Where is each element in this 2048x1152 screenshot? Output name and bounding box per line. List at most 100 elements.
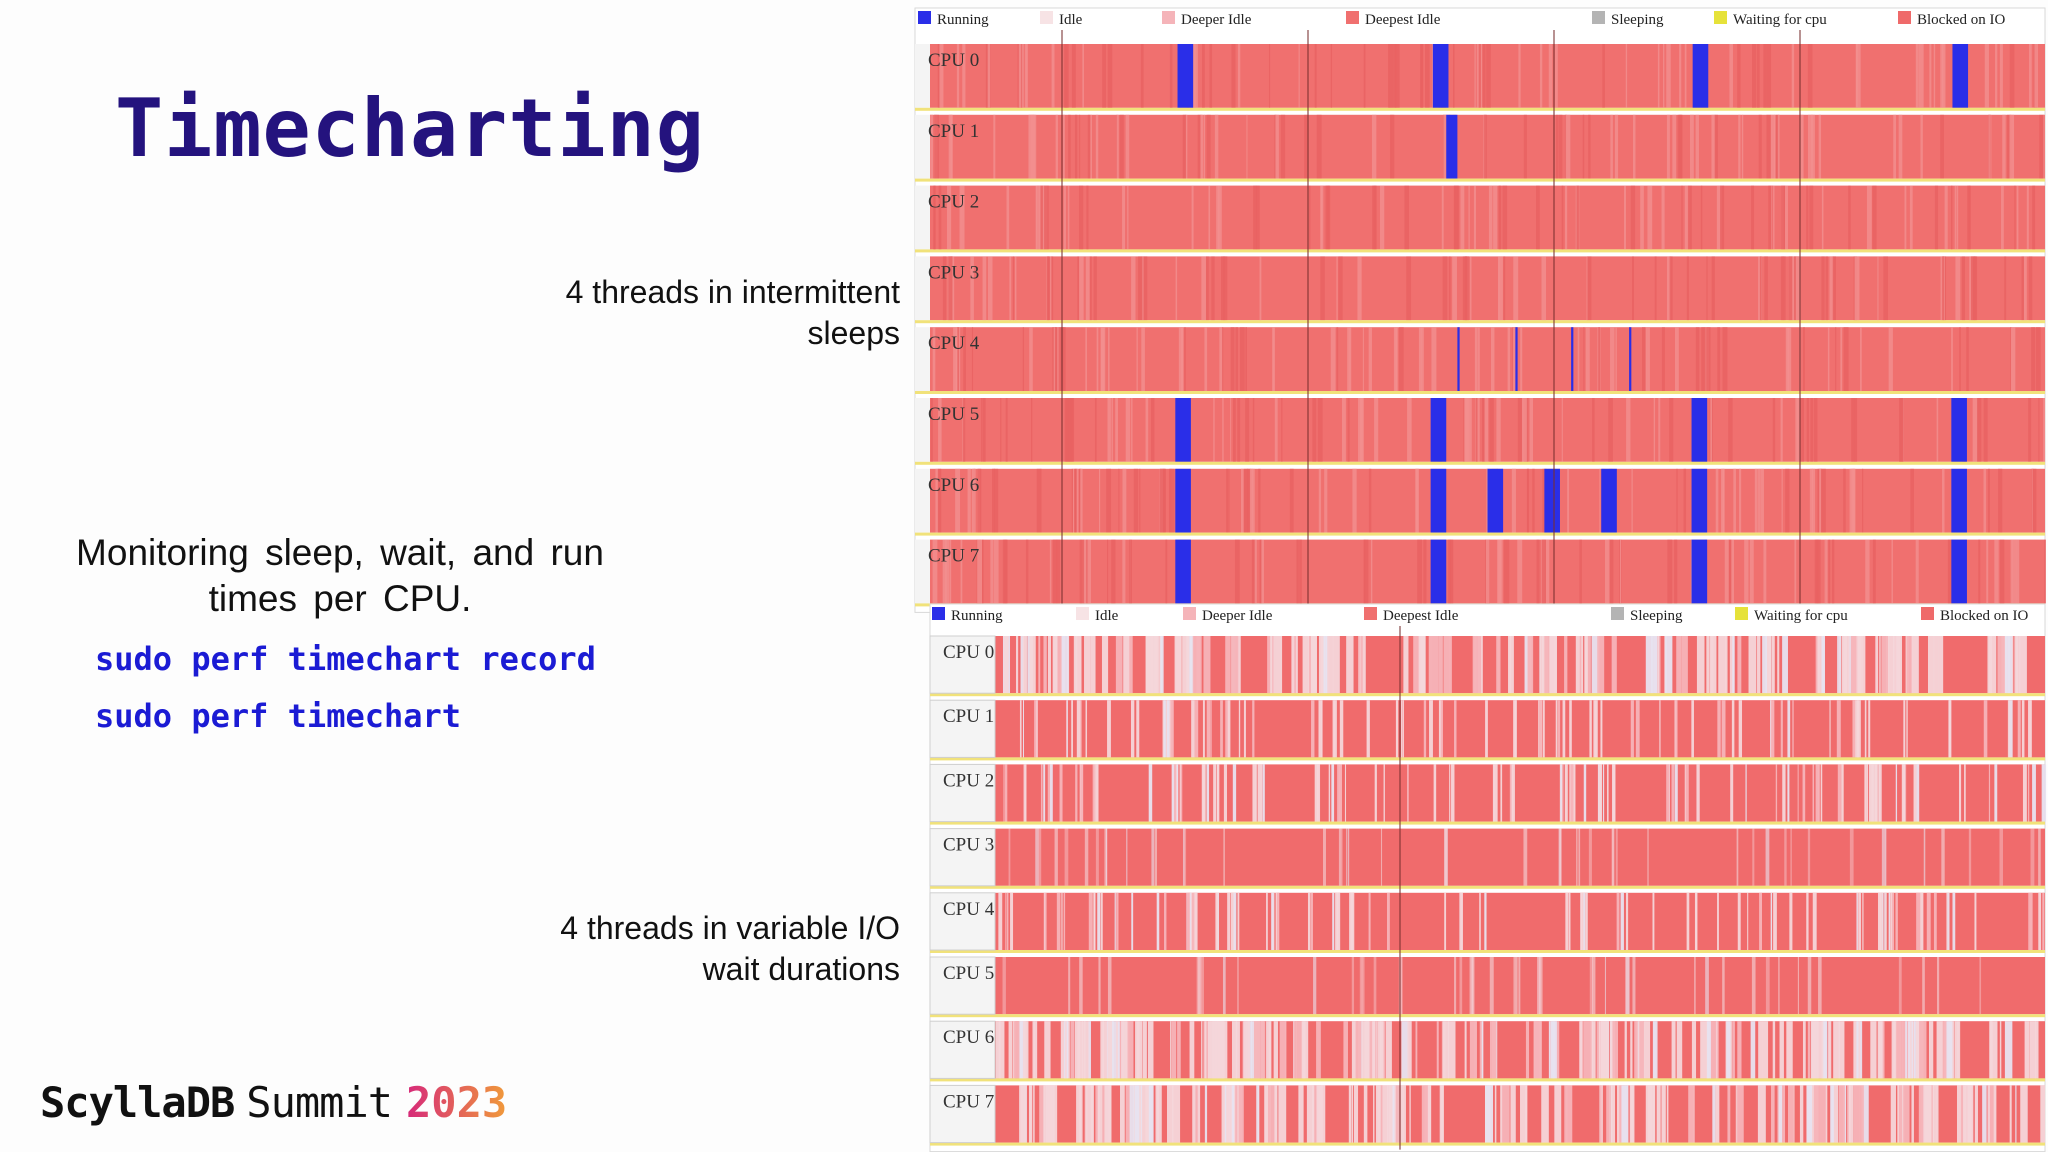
state-stripe: [1689, 114, 1694, 179]
idle-stripe: [1070, 1021, 1075, 1079]
idle-stripe: [1745, 764, 1747, 822]
caption-variable-io: 4 threads in variable I/O wait durations: [500, 908, 900, 990]
idle-stripe: [1496, 636, 1499, 694]
state-stripe: [1891, 539, 1893, 604]
state-stripe: [1006, 185, 1010, 250]
idle-stripe: [1095, 828, 1099, 886]
running-interval: [1457, 327, 1460, 391]
state-stripe: [1661, 185, 1665, 250]
idle-stripe: [1906, 636, 1913, 694]
state-stripe: [1642, 327, 1646, 391]
idle-stripe: [1591, 636, 1600, 694]
state-stripe: [1373, 185, 1376, 250]
state-stripe: [1443, 114, 1448, 179]
idle-stripe: [1199, 957, 1204, 1015]
state-stripe: [1175, 256, 1178, 321]
state-stripe: [977, 468, 982, 533]
idle-stripe: [1005, 892, 1007, 950]
cpu-row: CPU 1: [929, 699, 2045, 761]
running-interval: [1175, 468, 1191, 533]
state-stripe: [2010, 327, 2016, 391]
idle-stripe: [1612, 1021, 1619, 1079]
state-stripe: [946, 185, 952, 250]
idle-stripe: [1988, 636, 1997, 694]
idle-stripe: [1327, 636, 1334, 694]
idle-stripe: [1227, 700, 1231, 758]
idle-stripe: [1084, 828, 1089, 886]
idle-stripe: [2019, 636, 2027, 694]
idle-stripe: [1332, 892, 1335, 950]
state-stripe: [1431, 327, 1437, 391]
state-stripe: [2028, 398, 2032, 462]
cpu-label: CPU 4: [928, 333, 980, 354]
idle-stripe: [1079, 957, 1083, 1015]
idle-stripe: [1202, 700, 1205, 758]
idle-stripe: [1922, 957, 1925, 1015]
state-stripe: [1232, 327, 1235, 391]
state-stripe: [1033, 114, 1037, 179]
state-stripe: [1069, 398, 1075, 462]
idle-stripe: [1604, 957, 1607, 1015]
running-interval: [1487, 468, 1504, 533]
state-stripe: [1031, 398, 1033, 462]
state-stripe: [1536, 185, 1540, 250]
idle-stripe: [1328, 764, 1331, 822]
idle-stripe: [1884, 892, 1886, 950]
legend-swatch: [1162, 11, 1175, 24]
idle-stripe: [1888, 892, 1891, 950]
state-stripe: [963, 327, 966, 391]
idle-stripe: [1156, 636, 1160, 694]
idle-stripe: [1136, 700, 1140, 758]
state-stripe: [1811, 468, 1816, 533]
state-stripe: [1304, 114, 1308, 179]
state-stripe: [1768, 185, 1773, 250]
state-stripe: [1476, 44, 1481, 108]
idle-stripe: [1306, 1085, 1315, 1143]
idle-stripe: [1616, 892, 1620, 950]
idle-stripe: [1706, 636, 1710, 694]
state-stripe: [942, 256, 947, 321]
state-stripe: [1452, 256, 1457, 321]
state-stripe: [1899, 398, 1904, 462]
state-stripe: [1330, 327, 1336, 391]
idle-stripe: [1920, 892, 1924, 950]
idle-stripe: [1308, 636, 1312, 694]
state-stripe: [1143, 256, 1148, 321]
idle-stripe: [1210, 700, 1212, 758]
idle-stripe: [1721, 700, 1726, 758]
idle-stripe: [1322, 828, 1326, 886]
state-stripe: [1915, 44, 1919, 108]
idle-stripe: [1589, 700, 1592, 758]
state-stripe: [1645, 327, 1648, 391]
idle-stripe: [1829, 700, 1831, 758]
idle-stripe: [1278, 1085, 1287, 1143]
idle-stripe: [1789, 892, 1793, 950]
state-stripe: [1482, 44, 1486, 108]
idle-stripe: [1625, 892, 1629, 950]
state-stripe: [1004, 539, 1007, 604]
idle-stripe: [1696, 764, 1700, 822]
idle-stripe: [1945, 1021, 1953, 1079]
state-stripe: [1191, 185, 1194, 250]
idle-stripe: [1484, 892, 1487, 950]
state-stripe: [1050, 256, 1052, 321]
state-stripe: [1274, 114, 1277, 179]
idle-stripe: [1262, 764, 1265, 822]
state-stripe: [1320, 185, 1323, 250]
idle-stripe: [1933, 636, 1939, 694]
cpu-row: CPU 3: [915, 256, 2045, 324]
idle-stripe: [2038, 828, 2041, 886]
state-stripe: [1246, 114, 1248, 179]
idle-stripe: [1088, 1021, 1091, 1079]
state-stripe: [1503, 539, 1507, 604]
idle-stripe: [1493, 764, 1495, 822]
state-stripe: [1647, 185, 1653, 250]
idle-stripe: [1897, 1021, 1904, 1079]
idle-stripe: [1040, 764, 1043, 822]
idle-stripe: [1564, 764, 1568, 822]
state-stripe: [1131, 256, 1136, 321]
idle-stripe: [1988, 764, 1991, 822]
idle-stripe: [1401, 1021, 1409, 1079]
waiting-band: [930, 950, 2045, 953]
idle-stripe: [1652, 1021, 1658, 1079]
